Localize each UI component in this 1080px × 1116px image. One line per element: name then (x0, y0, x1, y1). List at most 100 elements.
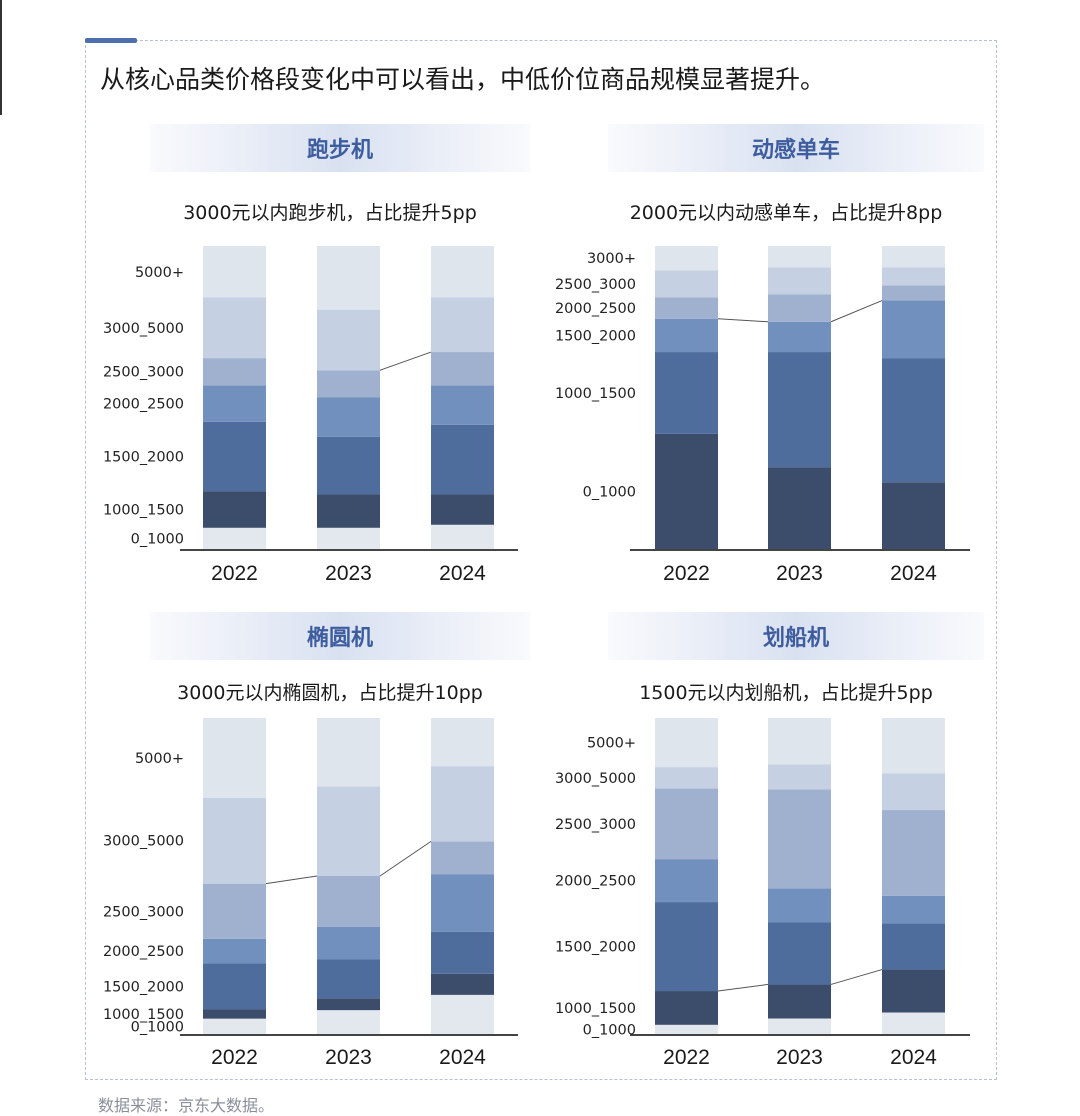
series-label-1500_2000: 1500_2000 (555, 328, 636, 344)
trend-connector-line (717, 983, 769, 992)
bar-segment-3-2022-3000_5000 (655, 767, 718, 789)
bar-segment-0-2022-1500_2000 (203, 421, 266, 492)
bar-segment-0-2023-1000_1500 (317, 494, 380, 528)
bar-segment-2-2022-3000_5000 (203, 797, 266, 884)
bar-segment-1-2023-2500_3000 (768, 267, 831, 295)
bar-segment-2-2023-2000_2500 (317, 926, 380, 960)
bar-segment-3-2023-5000+ (768, 718, 831, 765)
bar-segment-1-2024-2500_3000 (882, 267, 945, 286)
bar-segment-0-2023-0_1000 (317, 527, 380, 549)
bar-segment-3-2023-2500_3000 (768, 789, 831, 889)
bar-segment-2-2022-5000+ (203, 718, 266, 798)
series-label-1500_2000: 1500_2000 (555, 940, 636, 956)
bar-segment-3-2022-2000_2500 (655, 859, 718, 903)
bar-segment-3-2022-5000+ (655, 718, 718, 768)
series-label-3000_5000: 3000_5000 (555, 771, 636, 787)
screen-edge (0, 0, 2, 115)
bar-segment-1-2023-0_1000 (768, 467, 831, 549)
frame-accent (85, 38, 137, 43)
chart-title-rowing-machine: 1500元以内划船机，占比提升5pp (639, 682, 933, 704)
bar-segment-0-2022-5000+ (203, 246, 266, 298)
bar-segment-0-2024-0_1000 (431, 524, 494, 549)
bar-segment-0-2024-2000_2500 (431, 385, 494, 425)
x-tick-label: 2022 (663, 1046, 710, 1069)
series-label-1000_1500: 1000_1500 (555, 386, 636, 402)
x-tick-label: 2022 (663, 562, 710, 585)
bar-segment-2-2023-2500_3000 (317, 876, 380, 927)
series-label-2500_3000: 2500_3000 (555, 277, 636, 293)
series-label-1000_1500: 1000_1500 (555, 1001, 636, 1017)
x-tick-label: 2022 (211, 1046, 258, 1069)
bar-segment-3-2022-0_1000 (655, 1024, 718, 1034)
bar-segment-3-2024-2500_3000 (882, 810, 945, 896)
bar-segment-2-2024-0_1000 (431, 994, 494, 1034)
bar-segment-2-2022-2500_3000 (203, 883, 266, 939)
series-label-0_1000: 0_1000 (131, 1019, 184, 1035)
bar-segment-2-2022-1500_2000 (203, 963, 266, 1010)
section-title-spin-bike: 动感单车 (608, 124, 984, 172)
chart-title-spin-bike: 2000元以内动感单车，占比提升8pp (629, 202, 943, 224)
chart-title-treadmill: 3000元以内跑步机，占比提升5pp (183, 202, 477, 224)
bar-segment-1-2022-1500_2000 (655, 318, 718, 353)
bar-segment-1-2022-3000+ (655, 246, 718, 271)
series-label-5000+: 5000+ (135, 265, 184, 281)
bar-segment-1-2024-2000_2500 (882, 285, 945, 301)
bar-segment-0-2024-2500_3000 (431, 352, 494, 386)
series-label-1000_1500: 1000_1500 (103, 1007, 184, 1023)
bar-segment-2-2024-1500_2000 (431, 931, 494, 974)
content-frame (85, 40, 997, 1080)
series-label-3000+: 3000+ (587, 251, 636, 267)
bar-segment-3-2023-3000_5000 (768, 764, 831, 790)
bar-segment-1-2022-1000_1500 (655, 352, 718, 434)
x-tick-label: 2024 (439, 562, 486, 585)
series-label-5000+: 5000+ (587, 736, 636, 752)
bar-segment-0-2022-2500_3000 (203, 358, 266, 386)
trend-connector-line (717, 318, 769, 323)
bar-segment-2-2024-2500_3000 (431, 841, 494, 875)
series-label-2000_2500: 2000_2500 (555, 874, 636, 890)
x-tick-label: 2024 (890, 1046, 937, 1069)
trend-connector-line (379, 840, 432, 877)
bar-segment-3-2024-3000_5000 (882, 773, 945, 811)
bar-segment-0-2023-3000_5000 (317, 309, 380, 371)
series-label-5000+: 5000+ (135, 751, 184, 767)
bar-segment-0-2023-1500_2000 (317, 436, 380, 495)
x-tick-label: 2024 (890, 562, 937, 585)
data-source-note: 数据来源：京东大数据。 (98, 1096, 275, 1115)
bar-segment-1-2024-1500_2000 (882, 300, 945, 359)
series-label-1500_2000: 1500_2000 (103, 450, 184, 466)
x-tick-label: 2023 (325, 562, 372, 585)
bar-segment-2-2024-2000_2500 (431, 874, 494, 932)
bar-segment-0-2023-2500_3000 (317, 370, 380, 398)
series-label-3000_5000: 3000_5000 (103, 834, 184, 850)
series-label-0_1000: 0_1000 (131, 531, 184, 547)
bar-segment-0-2022-2000_2500 (203, 385, 266, 422)
bar-segment-0-2024-3000_5000 (431, 297, 494, 353)
bar-segment-1-2024-0_1000 (882, 482, 945, 549)
bar-segment-3-2022-1500_2000 (655, 902, 718, 992)
bar-segment-0-2022-0_1000 (203, 527, 266, 549)
series-label-3000_5000: 3000_5000 (103, 321, 184, 337)
bar-segment-3-2022-2500_3000 (655, 788, 718, 860)
x-tick-label: 2023 (776, 562, 823, 585)
series-label-0_1000: 0_1000 (583, 484, 636, 500)
bar-segment-3-2024-2000_2500 (882, 895, 945, 924)
bar-segment-1-2022-0_1000 (655, 433, 718, 549)
bar-segment-3-2024-1500_2000 (882, 923, 945, 970)
bar-segment-2-2024-5000+ (431, 718, 494, 767)
bar-segment-0-2024-1500_2000 (431, 424, 494, 495)
section-title-rowing-machine: 划船机 (608, 612, 984, 660)
trend-connector-line (265, 875, 318, 885)
bar-segment-1-2023-2000_2500 (768, 294, 831, 322)
bar-segment-1-2022-2000_2500 (655, 297, 718, 319)
bar-segment-2-2023-1000_1500 (317, 998, 380, 1011)
bar-segment-3-2024-1000_1500 (882, 969, 945, 1013)
bar-segment-0-2022-3000_5000 (203, 297, 266, 359)
series-label-2500_3000: 2500_3000 (103, 365, 184, 381)
series-label-0_1000: 0_1000 (583, 1022, 636, 1038)
series-label-1500_2000: 1500_2000 (103, 979, 184, 995)
bar-segment-1-2022-2500_3000 (655, 270, 718, 298)
trend-connector-line (830, 300, 883, 323)
section-title-treadmill: 跑步机 (150, 124, 530, 172)
